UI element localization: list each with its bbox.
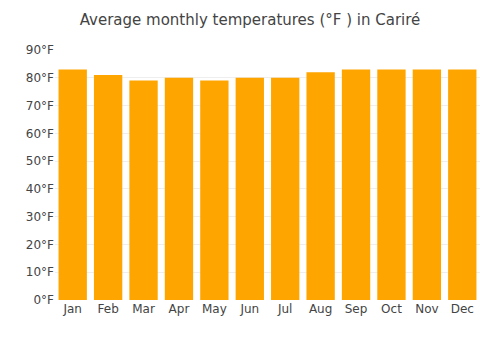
- svg-text:Feb: Feb: [98, 302, 119, 316]
- svg-text:Jan: Jan: [62, 302, 82, 316]
- svg-text:80°F: 80°F: [26, 71, 54, 85]
- svg-text:Jul: Jul: [277, 302, 292, 316]
- svg-text:50°F: 50°F: [26, 154, 54, 168]
- svg-text:Jun: Jun: [239, 302, 259, 316]
- svg-text:40°F: 40°F: [26, 182, 54, 196]
- svg-text:Nov: Nov: [415, 302, 438, 316]
- svg-text:0°F: 0°F: [33, 293, 54, 307]
- svg-text:20°F: 20°F: [26, 238, 54, 252]
- svg-text:Dec: Dec: [451, 302, 474, 316]
- svg-text:May: May: [202, 302, 227, 316]
- svg-text:70°F: 70°F: [26, 99, 54, 113]
- svg-text:90°F: 90°F: [26, 43, 54, 57]
- svg-text:10°F: 10°F: [26, 265, 54, 279]
- svg-text:Average monthly temperatures (: Average monthly temperatures (°F ) in Ca…: [80, 11, 421, 29]
- svg-text:Mar: Mar: [132, 302, 155, 316]
- svg-text:30°F: 30°F: [26, 210, 54, 224]
- svg-text:Oct: Oct: [381, 302, 402, 316]
- svg-text:Apr: Apr: [169, 302, 190, 316]
- svg-text:Sep: Sep: [345, 302, 368, 316]
- svg-text:60°F: 60°F: [26, 127, 54, 141]
- svg-text:Aug: Aug: [309, 302, 332, 316]
